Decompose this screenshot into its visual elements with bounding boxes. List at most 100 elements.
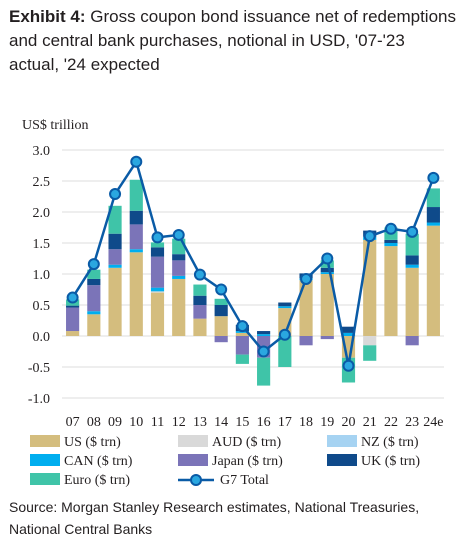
chart-area: US$ trillion -1.0 -0.5 0.0 0.5 1.0 1.5 2.0 2.5 3…: [22, 118, 444, 488]
total-point: [300, 272, 313, 285]
total-point: [109, 188, 122, 201]
bar-segment: [299, 280, 313, 336]
x-tick-label: 12: [172, 415, 186, 430]
total-point: [427, 171, 440, 184]
bar-segment: [384, 246, 398, 336]
bar-segment: [320, 274, 334, 336]
bar-segment: [129, 252, 143, 336]
y-tick-label: 2.0: [33, 206, 51, 221]
y-tick-label: 2.5: [33, 175, 51, 190]
bar-segment: [214, 298, 228, 305]
legend-swatch: [30, 473, 60, 485]
total-point: [151, 231, 164, 244]
legend-label: Japan ($ trn): [212, 454, 283, 469]
bar-segment: [150, 242, 165, 248]
bar-segment: [150, 247, 165, 257]
bar-segment: [384, 243, 398, 247]
bar-segment: [66, 331, 80, 336]
legend-line-marker: [190, 474, 202, 486]
bar-segment: [235, 354, 249, 364]
x-tick-label: 19: [320, 415, 334, 430]
bar-segment: [87, 285, 101, 312]
bar-segment: [172, 278, 186, 336]
bar-segment: [150, 287, 165, 292]
bar-segment: [172, 260, 186, 276]
legend-label: CAN ($ trn): [64, 454, 133, 469]
legend: US ($ trn) AUD ($ trn) NZ ($ trn) CAN ($ tr…: [30, 435, 420, 488]
bar-segment: [172, 254, 186, 261]
legend-label: AUD ($ trn): [212, 435, 282, 450]
bar-segment: [426, 222, 440, 226]
bar-segment: [278, 336, 292, 367]
bar-segment: [363, 239, 377, 336]
bar-segment: [66, 305, 80, 308]
total-point: [66, 291, 79, 304]
bar-segment: [214, 316, 228, 336]
bar-segment: [87, 269, 101, 279]
y-tick-label: 3.0: [33, 144, 51, 159]
legend-swatch: [30, 454, 60, 466]
y-tick-label: 0.0: [33, 330, 51, 345]
bar-segment: [405, 233, 419, 256]
x-tick-label: 16: [257, 415, 271, 430]
y-tick-label: -1.0: [28, 392, 50, 407]
exhibit-label: Exhibit 4:: [9, 7, 86, 26]
legend-label: Euro ($ trn): [64, 473, 130, 488]
bar-segment: [320, 336, 334, 340]
bar-segment: [363, 345, 377, 361]
bar-segment: [235, 336, 249, 355]
bar-segment: [150, 256, 165, 288]
legend-swatch: [327, 435, 357, 447]
bar-segment: [278, 306, 292, 309]
x-tick-label: 14: [214, 415, 228, 430]
bar-segment: [108, 267, 122, 336]
bar-segment: [129, 210, 143, 225]
bar-segment: [299, 336, 313, 346]
total-point: [321, 252, 334, 265]
bar-segment: [193, 284, 207, 296]
bar-segment: [87, 311, 101, 315]
x-tick-label: 17: [278, 415, 292, 430]
bar-segment: [341, 326, 356, 333]
x-tick-label: 18: [299, 415, 313, 430]
legend-swatch: [30, 435, 60, 447]
bar-segment: [150, 291, 165, 293]
bar-segment: [320, 272, 334, 274]
y-tick-label: 1.5: [33, 237, 51, 252]
x-tick-label: 08: [87, 415, 101, 430]
bar-segment: [426, 188, 440, 208]
bar-segment: [405, 264, 419, 268]
x-tick-label: 09: [108, 415, 122, 430]
total-line: [71, 158, 435, 367]
total-point: [193, 268, 206, 281]
x-tick-label: 11: [151, 415, 164, 430]
total-point: [384, 222, 397, 235]
total-point: [87, 258, 100, 271]
bar-segment: [150, 292, 165, 336]
y-tick-label: 0.5: [33, 299, 51, 314]
total-point: [172, 228, 185, 241]
legend-label: US ($ trn): [64, 435, 121, 450]
total-line-layer: [66, 155, 440, 372]
bar-segment: [129, 224, 143, 250]
x-tick-label: 21: [363, 415, 377, 430]
x-tick-label: 24e: [423, 415, 443, 430]
total-point: [257, 345, 270, 358]
total-point: [363, 230, 376, 243]
bar-segment: [426, 225, 440, 336]
bar-segment: [405, 255, 419, 265]
legend-label: G7 Total: [220, 473, 269, 488]
y-tick-label: 1.0: [33, 268, 51, 283]
total-point: [278, 328, 291, 341]
bar-segment: [405, 336, 419, 346]
bar-segment: [384, 239, 398, 243]
total-point: [236, 320, 249, 333]
bar-segment: [193, 305, 207, 319]
bar-segment: [108, 264, 122, 268]
legend-swatch: [327, 454, 357, 466]
bar-segment: [278, 302, 292, 307]
total-point: [130, 155, 143, 168]
bar-segment: [341, 332, 356, 336]
x-tick-label: 13: [193, 415, 207, 430]
bar-segment: [87, 314, 101, 336]
